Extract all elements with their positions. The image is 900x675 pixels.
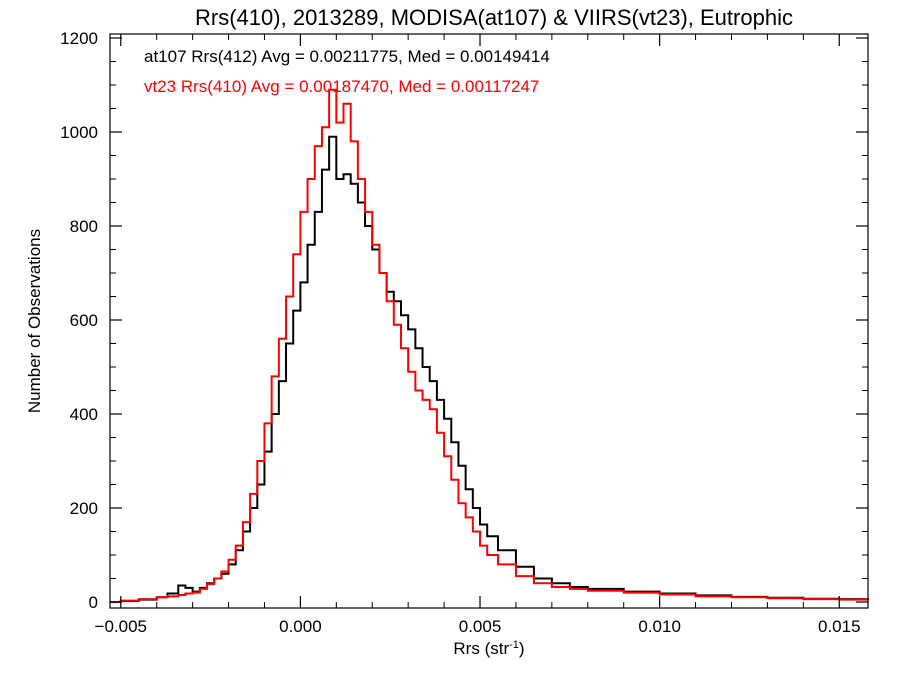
x-axis-title-base: Rrs (str [453, 639, 509, 658]
x-tick-label: −0.005 [95, 617, 147, 636]
y-tick-label: 1200 [60, 29, 98, 48]
series-layer [110, 88, 869, 603]
chart-title: Rrs(410), 2013289, MODISA(at107) & VIIRS… [195, 5, 793, 30]
y-tick-label: 200 [70, 499, 98, 518]
y-tick-label: 400 [70, 405, 98, 424]
y-axis-title: Number of Observations [25, 229, 44, 413]
y-tick-label: 1000 [60, 123, 98, 142]
y-axis: 0 200 400 600 800 1000 1200 [60, 29, 868, 612]
x-tick-label: 0.015 [818, 617, 861, 636]
x-axis: −0.005 0.000 0.005 0.010 0.015 [95, 34, 861, 636]
x-tick-label: 0.000 [279, 617, 322, 636]
series-line-vt23 [110, 88, 869, 603]
y-tick-label: 0 [89, 593, 98, 612]
y-tick-label: 800 [70, 217, 98, 236]
plot-frame [109, 33, 869, 609]
x-axis-title: Rrs (str-1) [453, 639, 524, 658]
x-tick-label: 0.010 [638, 617, 681, 636]
y-tick-label: 600 [70, 311, 98, 330]
x-axis-title-close: ) [519, 639, 525, 658]
x-tick-label: 0.005 [459, 617, 502, 636]
x-axis-title-superscript: -1 [509, 639, 519, 651]
annotation-vt23-stats: vt23 Rrs(410) Avg = 0.00187470, Med = 0.… [144, 77, 539, 96]
annotation-at107-stats: at107 Rrs(412) Avg = 0.00211775, Med = 0… [144, 47, 550, 66]
